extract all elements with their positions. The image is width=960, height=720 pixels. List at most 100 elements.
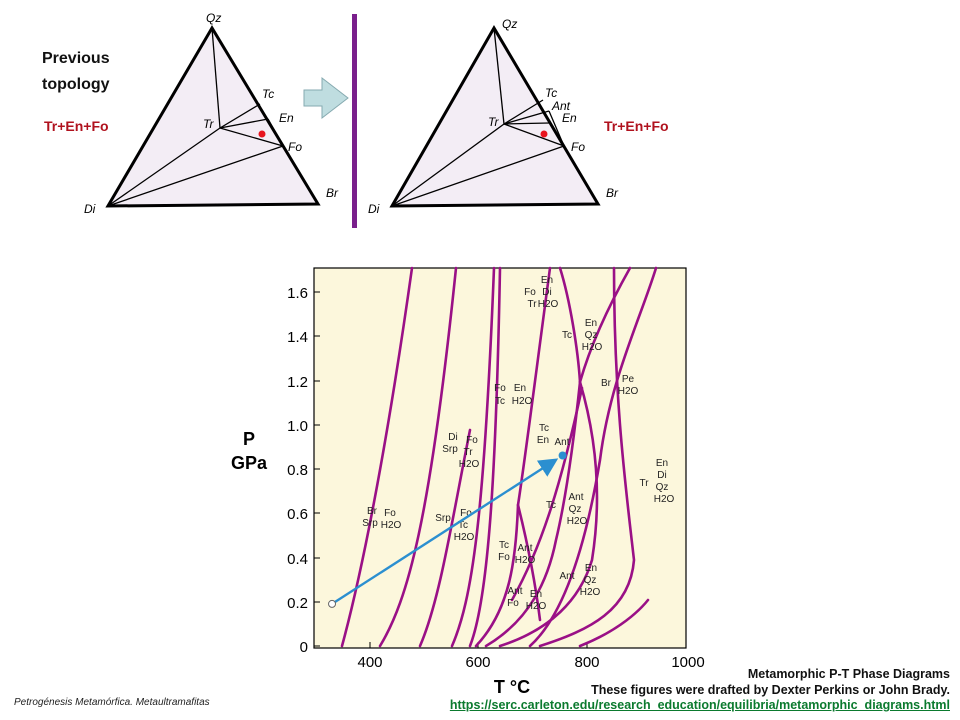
svg-text:Ant: Ant <box>554 437 569 448</box>
y-axis-label-line-2: GPa <box>231 453 268 473</box>
reaction-curve <box>538 266 636 648</box>
figure-credit: These figures were drafted by Dexter Per… <box>591 683 950 697</box>
field-label-ant-tc-qz-h2o: Ant Tc Qz H2O <box>546 492 588 527</box>
field-label-br-pe-h2o: Br Pe H2O <box>601 374 639 397</box>
source-link[interactable]: https://serc.carleton.edu/research_educa… <box>449 698 950 712</box>
field-label-en-di-fo-tr-h2o: En Di Fo Tr H2O <box>524 275 558 310</box>
svg-text:H2O: H2O <box>582 342 603 353</box>
svg-text:Br: Br <box>601 378 612 389</box>
y-tick-label: 0.6 <box>287 506 308 523</box>
tie-line-qz-tr <box>211 27 221 129</box>
svg-text:Ant: Ant <box>507 586 522 597</box>
svg-text:En: En <box>541 275 553 286</box>
phase-label-tc: Tc <box>262 87 274 101</box>
tie-line-tr-tc <box>219 103 261 129</box>
vertex-label-br: Br <box>326 186 339 200</box>
phase-label-ant: Ant <box>551 99 571 113</box>
svg-text:Fo: Fo <box>498 552 510 563</box>
phase-label-fo: Fo <box>288 140 302 154</box>
svg-text:Tr: Tr <box>639 478 649 489</box>
svg-text:H2O: H2O <box>580 587 601 598</box>
svg-text:Tc: Tc <box>495 396 505 407</box>
phase-label-en: En <box>279 111 294 125</box>
y-tick-label: 1.4 <box>287 329 308 346</box>
svg-text:En: En <box>537 435 549 446</box>
pt-phase-diagram: 0 0.2 0.4 0.6 0.8 1.0 1.2 1.4 1.6 400 60… <box>231 266 705 697</box>
svg-text:Tc: Tc <box>539 423 549 434</box>
x-tick-label: 600 <box>465 654 490 671</box>
svg-text:H2O: H2O <box>567 516 588 527</box>
svg-text:Di: Di <box>657 470 666 481</box>
ternary-triangle <box>105 25 321 208</box>
title-line-1: Previous <box>42 50 110 67</box>
y-tick-label: 1.0 <box>287 418 308 435</box>
svg-text:En: En <box>585 318 597 329</box>
tie-line-en-fo <box>267 118 284 147</box>
svg-text:Tc: Tc <box>458 520 468 531</box>
tie-line-di-tr <box>391 123 505 207</box>
field-label-tc-en-ant: Tc En Ant <box>537 423 570 448</box>
pt-path-end-point <box>558 451 567 460</box>
svg-text:Qz: Qz <box>569 504 582 515</box>
svg-text:Srp: Srp <box>442 444 458 455</box>
svg-text:Tr: Tr <box>527 299 537 310</box>
svg-text:Fo: Fo <box>384 508 396 519</box>
svg-text:Tc: Tc <box>546 500 556 511</box>
svg-text:Tc: Tc <box>499 540 509 551</box>
vertex-label-br: Br <box>606 186 619 200</box>
svg-text:Srp: Srp <box>362 518 378 529</box>
x-axis-label: T °C <box>494 677 530 697</box>
vertex-label-di: Di <box>84 202 96 216</box>
divider-bar <box>352 14 357 228</box>
previous-topology-title: Previous topology <box>42 46 110 98</box>
tie-line-tr-tc <box>503 99 544 125</box>
field-label-srp-fo-tc-h2o: Srp Fo Tc H2O <box>435 508 474 543</box>
svg-text:Qz: Qz <box>585 330 598 341</box>
phase-label-en: En <box>562 111 577 125</box>
svg-text:Fo: Fo <box>460 508 472 519</box>
svg-text:Ant: Ant <box>568 492 583 503</box>
y-tick-label: 1.6 <box>287 285 308 302</box>
reaction-curve <box>450 266 496 648</box>
tie-line-tr-ant <box>503 110 550 125</box>
y-tick-label: 0.8 <box>287 462 308 479</box>
reaction-curve <box>418 428 472 648</box>
reaction-curve <box>528 266 658 648</box>
phase-label-tr: Tr <box>488 115 499 129</box>
svg-text:Fo: Fo <box>494 383 506 394</box>
x-tick-label: 400 <box>357 654 382 671</box>
svg-text:H2O: H2O <box>512 396 533 407</box>
svg-text:Di: Di <box>542 287 551 298</box>
svg-text:Br: Br <box>367 506 378 517</box>
x-tick-label: 1000 <box>671 654 704 671</box>
svg-text:En: En <box>585 563 597 574</box>
bulk-composition-point <box>540 130 548 138</box>
vertex-label-qz: Qz <box>206 11 221 25</box>
svg-text:Ant: Ant <box>517 543 532 554</box>
svg-text:En: En <box>514 383 526 394</box>
assemblage-label-left: Tr+En+Fo <box>44 118 109 134</box>
reaction-curve <box>578 598 650 648</box>
svg-text:H2O: H2O <box>381 520 402 531</box>
svg-text:Fo: Fo <box>524 287 536 298</box>
svg-text:Tr: Tr <box>463 447 473 458</box>
y-axis-label-line-1: P <box>243 429 255 449</box>
vertex-label-qz: Qz <box>502 17 517 31</box>
svg-text:Qz: Qz <box>584 575 597 586</box>
svg-text:H2O: H2O <box>454 532 475 543</box>
reaction-curve <box>474 266 552 648</box>
ternary-triangle <box>389 25 601 208</box>
ternary-diagram-right: Qz Di Br Tc Ant En Tr Fo <box>368 17 619 216</box>
y-tick-label: 0 <box>300 639 308 656</box>
tie-line-tr-en <box>503 122 550 125</box>
topology-diagrams: Qz Di Br Tc En Tr Fo <box>84 11 619 228</box>
topology-change-arrow-icon <box>303 76 349 120</box>
svg-text:Srp: Srp <box>435 513 451 524</box>
svg-text:En: En <box>530 589 542 600</box>
tie-line-ant-fo <box>548 110 565 147</box>
reaction-curve <box>558 266 582 384</box>
field-label-br-fo-srp-h2o: Br Fo Srp H2O <box>362 506 401 531</box>
y-tick-label: 0.2 <box>287 595 308 612</box>
y-tick-label: 0.4 <box>287 551 308 568</box>
